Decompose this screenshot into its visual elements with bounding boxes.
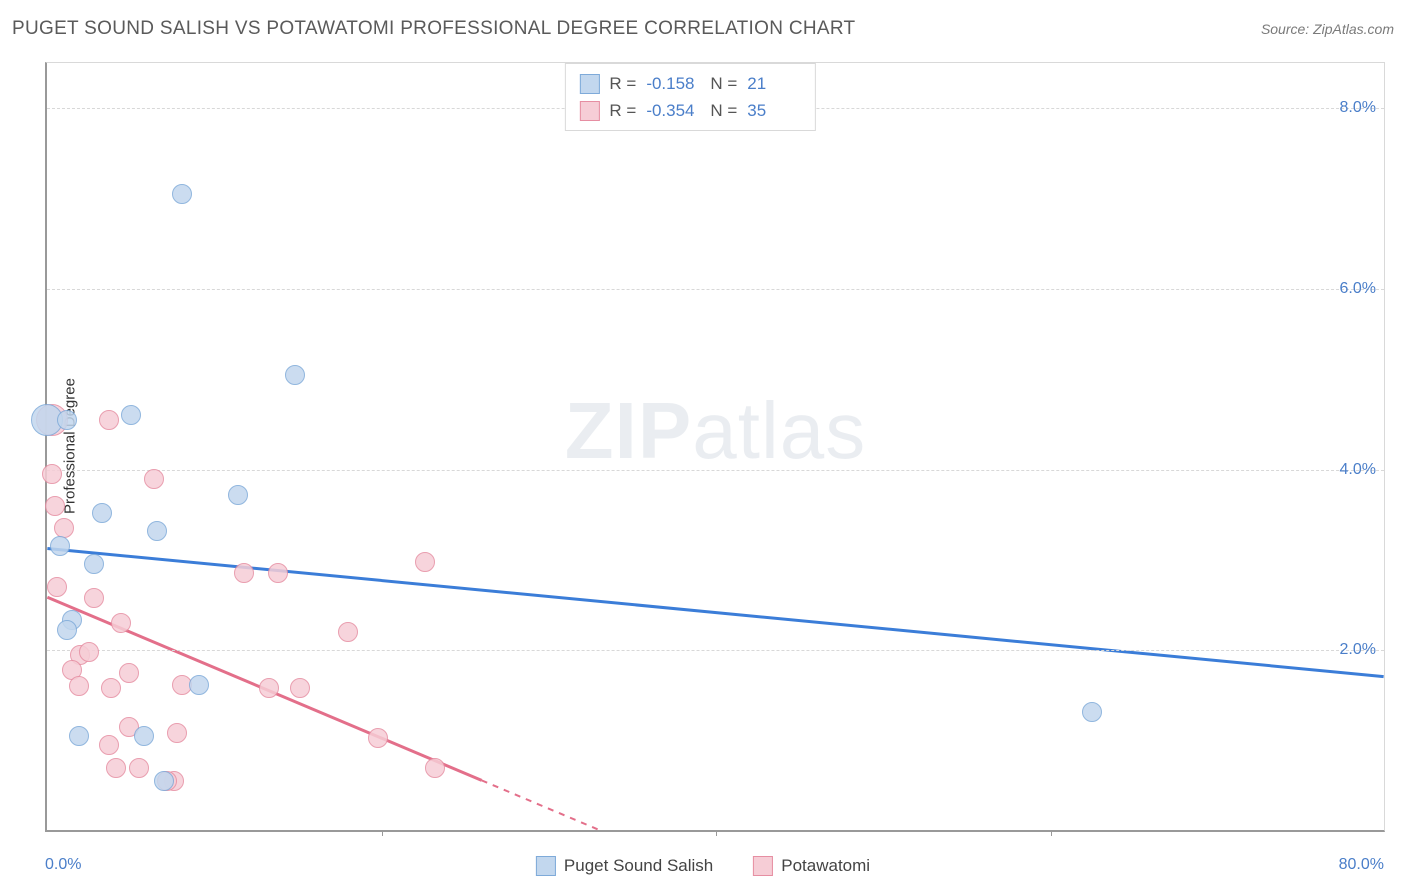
data-point-potawatomi [259,678,279,698]
data-point-potawatomi [368,728,388,748]
data-point-salish [121,405,141,425]
data-point-salish [285,365,305,385]
data-point-potawatomi [144,469,164,489]
data-point-salish [228,485,248,505]
data-point-potawatomi [99,735,119,755]
chart-title: PUGET SOUND SALISH VS POTAWATOMI PROFESS… [12,18,855,40]
stat-r-label: R = [609,70,636,97]
x-tick-mark [1051,830,1052,836]
regression-lines [47,63,1384,830]
stats-box: R = -0.158 N = 21 R = -0.354 N = 35 [564,63,816,131]
legend-label-salish: Puget Sound Salish [564,856,713,876]
stat-r-potawatomi: -0.354 [646,97,700,124]
data-point-salish [57,620,77,640]
scatter-chart: ZIPatlas R = -0.158 N = 21 R = -0.354 N … [45,62,1385,832]
data-point-potawatomi [84,588,104,608]
stat-n-label: N = [710,70,737,97]
data-point-potawatomi [415,552,435,572]
gridline [47,650,1384,651]
legend-swatch-salish [536,856,556,876]
data-point-salish [50,536,70,556]
x-axis-max: 80.0% [1339,856,1384,874]
data-point-salish [84,554,104,574]
data-point-potawatomi [79,642,99,662]
data-point-potawatomi [119,663,139,683]
data-point-potawatomi [42,464,62,484]
data-point-salish [154,771,174,791]
data-point-potawatomi [99,410,119,430]
stat-r-label: R = [609,97,636,124]
data-point-potawatomi [268,563,288,583]
x-tick-mark [716,830,717,836]
data-point-potawatomi [129,758,149,778]
stat-n-label: N = [710,97,737,124]
legend-item-salish: Puget Sound Salish [536,856,713,876]
stats-row-potawatomi: R = -0.354 N = 35 [579,97,801,124]
data-point-potawatomi [290,678,310,698]
data-point-potawatomi [106,758,126,778]
data-point-potawatomi [69,676,89,696]
legend-label-potawatomi: Potawatomi [781,856,870,876]
y-tick-label: 8.0% [1340,99,1376,117]
data-point-salish [92,503,112,523]
swatch-potawatomi [579,101,599,121]
gridline [47,289,1384,290]
data-point-potawatomi [338,622,358,642]
data-point-potawatomi [111,613,131,633]
y-tick-label: 6.0% [1340,280,1376,298]
data-point-salish [172,184,192,204]
y-tick-label: 2.0% [1340,641,1376,659]
x-tick-mark [382,830,383,836]
stat-n-potawatomi: 35 [747,97,801,124]
source-label: Source: ZipAtlas.com [1261,21,1394,37]
stat-n-salish: 21 [747,70,801,97]
data-point-potawatomi [101,678,121,698]
stat-r-salish: -0.158 [646,70,700,97]
legend-item-potawatomi: Potawatomi [753,856,870,876]
data-point-potawatomi [167,723,187,743]
y-tick-label: 4.0% [1340,461,1376,479]
data-point-salish [147,521,167,541]
data-point-salish [69,726,89,746]
data-point-salish [189,675,209,695]
legend: Puget Sound Salish Potawatomi [536,856,870,876]
watermark: ZIPatlas [565,385,866,477]
data-point-potawatomi [234,563,254,583]
stats-row-salish: R = -0.158 N = 21 [579,70,801,97]
data-point-salish [1082,702,1102,722]
data-point-salish [134,726,154,746]
data-point-potawatomi [425,758,445,778]
legend-swatch-potawatomi [753,856,773,876]
data-point-potawatomi [54,518,74,538]
data-point-potawatomi [45,496,65,516]
gridline [47,470,1384,471]
data-point-salish [57,410,77,430]
x-axis-min: 0.0% [45,856,81,874]
data-point-potawatomi [47,577,67,597]
swatch-salish [579,74,599,94]
